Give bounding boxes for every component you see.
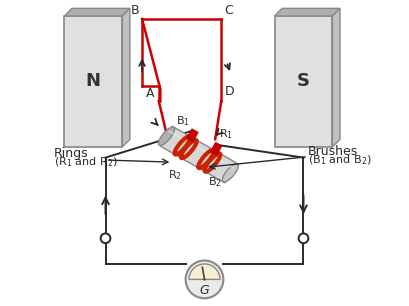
Text: D: D [224,85,234,98]
Text: N: N [86,73,101,91]
Text: Brushes: Brushes [308,145,358,158]
FancyBboxPatch shape [274,16,333,147]
Polygon shape [161,126,236,183]
Circle shape [101,233,110,243]
Polygon shape [64,8,130,16]
Polygon shape [333,8,340,147]
Polygon shape [274,8,340,16]
Text: A: A [146,87,154,100]
Circle shape [186,260,223,298]
Polygon shape [122,8,130,147]
Polygon shape [210,142,222,155]
Text: R$_1$: R$_1$ [218,127,233,141]
Wedge shape [189,264,220,279]
Text: (B$_1$ and B$_2$): (B$_1$ and B$_2$) [308,154,372,167]
Ellipse shape [222,164,238,182]
Text: (R$_1$ and R$_2$): (R$_1$ and R$_2$) [54,155,118,169]
Text: B$_1$: B$_1$ [176,114,190,128]
Text: S: S [297,73,310,91]
Circle shape [299,233,308,243]
Circle shape [203,278,206,281]
Text: G: G [200,284,209,297]
Text: B: B [130,5,139,17]
Polygon shape [187,129,198,142]
Text: B$_2$: B$_2$ [208,175,222,189]
Text: R$_2$: R$_2$ [169,168,182,182]
Ellipse shape [158,127,175,146]
Text: Rings: Rings [54,147,88,159]
FancyBboxPatch shape [64,16,122,147]
Text: C: C [224,5,233,17]
